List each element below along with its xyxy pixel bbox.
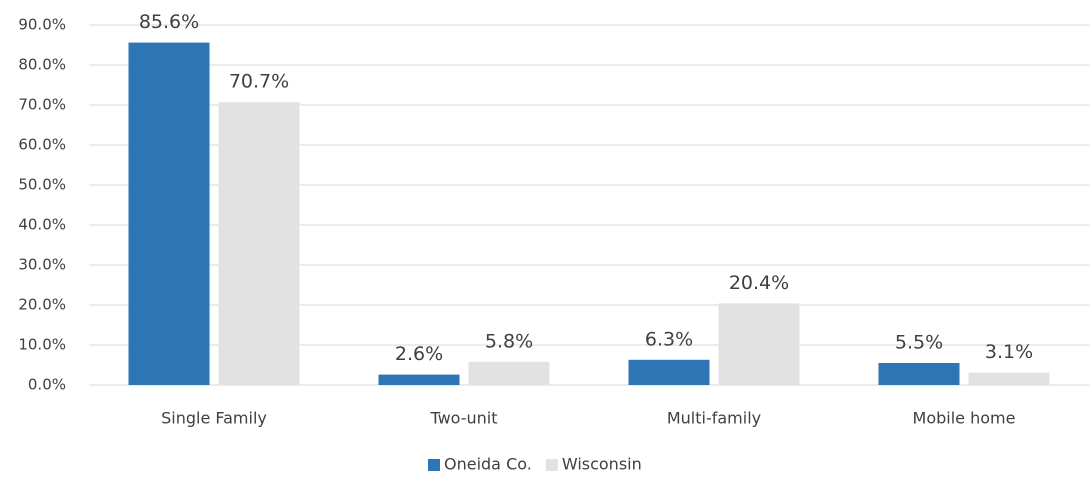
legend-swatch [428,459,440,471]
value-label: 3.1% [985,341,1033,363]
x-tick-label: Multi-family [667,409,761,428]
legend-label: Oneida Co. [444,455,532,474]
y-tick-label: 0.0% [28,376,66,394]
y-tick-label: 60.0% [18,136,66,154]
value-label: 2.6% [395,343,443,365]
x-tick-label: Single Family [161,409,267,428]
bar [718,303,800,385]
bar [128,42,210,385]
value-label: 6.3% [645,328,693,350]
y-tick-label: 40.0% [18,216,66,234]
bar [968,372,1050,385]
legend-label: Wisconsin [562,455,642,474]
value-label: 85.6% [139,11,199,33]
value-label: 70.7% [229,71,289,93]
y-tick-label: 70.0% [18,96,66,114]
y-tick-label: 80.0% [18,56,66,74]
bar [468,361,550,385]
y-tick-label: 30.0% [18,256,66,274]
bar [218,102,300,385]
legend-swatch [545,459,558,471]
bar [878,363,960,385]
bar [378,374,460,385]
y-tick-label: 50.0% [18,176,66,194]
x-tick-label: Two-unit [429,409,497,428]
y-tick-label: 20.0% [18,296,66,314]
value-label: 20.4% [729,272,789,294]
x-tick-label: Mobile home [913,409,1016,428]
value-label: 5.5% [895,332,943,354]
bar [628,359,710,385]
value-label: 5.8% [485,330,533,352]
y-tick-label: 90.0% [18,16,66,34]
y-tick-label: 10.0% [18,336,66,354]
